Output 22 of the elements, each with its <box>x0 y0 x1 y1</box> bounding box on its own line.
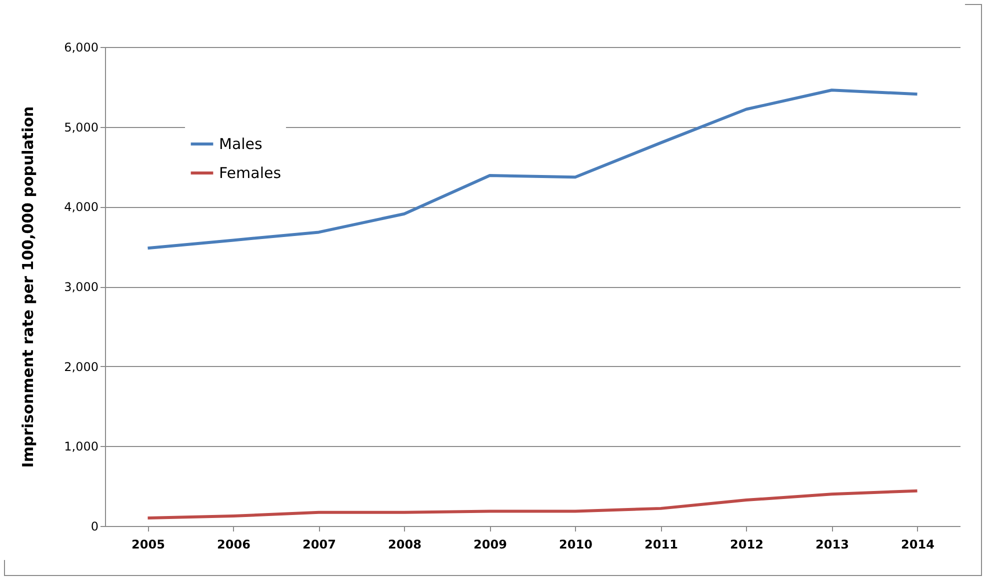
line-series <box>146 88 919 250</box>
y-tick-label: 6,000 <box>64 40 98 54</box>
line-series <box>146 489 919 520</box>
y-tick-label: 3,000 <box>64 280 98 294</box>
x-tick-label: 2012 <box>730 538 764 552</box>
y-axis-title: Imprisonment rate per 100,000 population <box>19 106 38 468</box>
x-tick-label: 2010 <box>559 538 592 552</box>
y-tick-label: 0 <box>90 520 98 534</box>
x-tick-label: 2009 <box>474 538 507 552</box>
legend-label: Females <box>219 164 282 182</box>
y-tick-label: 5,000 <box>64 120 98 134</box>
legend-label: Males <box>219 135 263 153</box>
x-tick-label: 2014 <box>901 538 934 552</box>
x-tick-label: 2008 <box>388 538 422 552</box>
x-tick-label: 2011 <box>644 538 678 552</box>
y-tick-label: 1,000 <box>64 440 98 454</box>
x-tick-label: 2007 <box>302 538 336 552</box>
x-tick-label: 2013 <box>816 538 849 552</box>
x-tick-label: 2006 <box>217 538 250 552</box>
y-tick-label: 4,000 <box>64 200 98 214</box>
y-tick-label: 2,000 <box>64 360 98 374</box>
x-tick-label: 2005 <box>132 538 165 552</box>
